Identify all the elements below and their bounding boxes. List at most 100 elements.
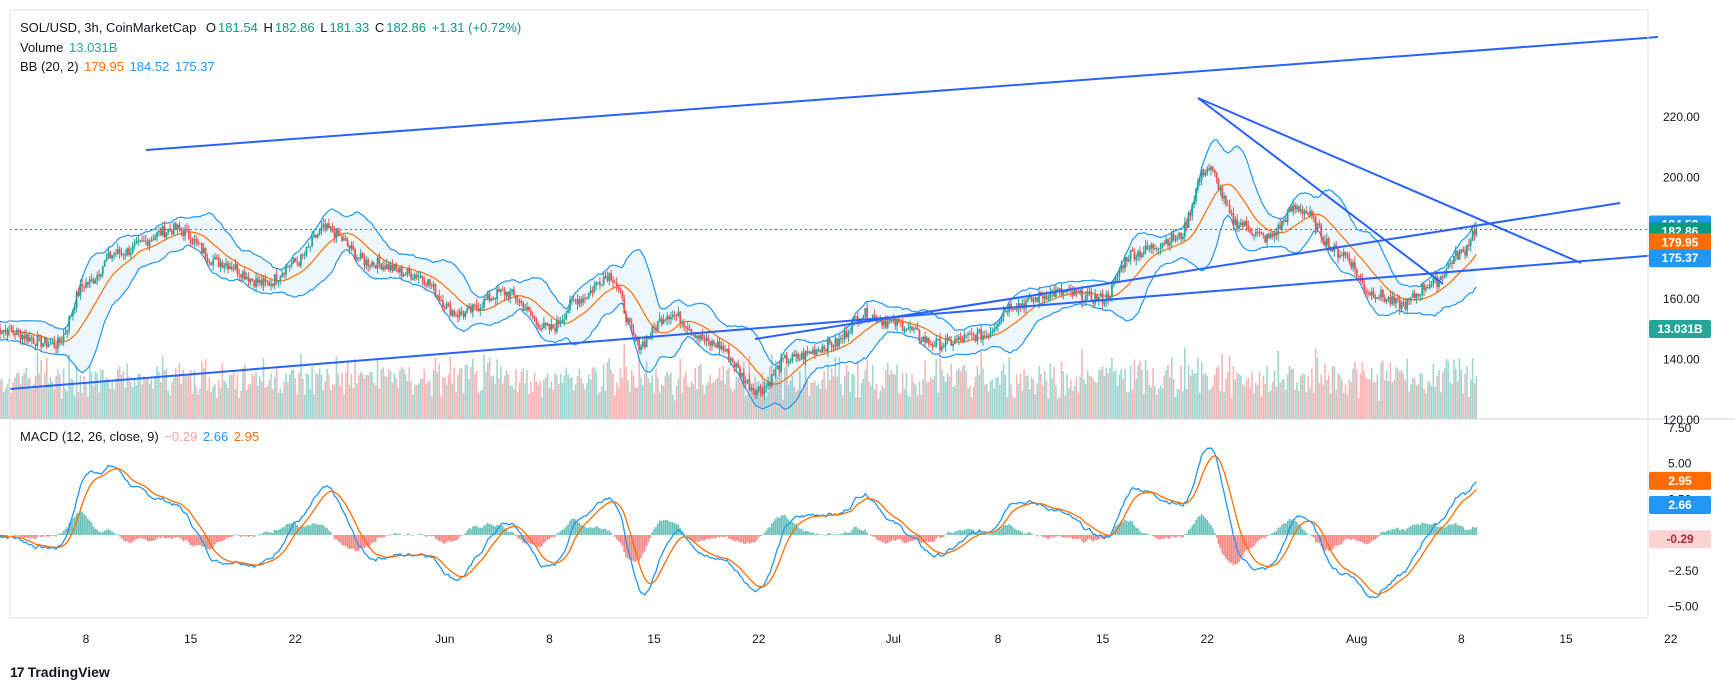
candle-body	[1125, 257, 1128, 262]
macd-histogram-bar	[772, 521, 775, 535]
volume-bar	[597, 393, 599, 419]
lower-channel-line[interactable]	[9, 254, 1659, 390]
candle-body	[219, 262, 222, 267]
macd-histogram-bar	[195, 535, 198, 546]
volume-bar	[305, 373, 308, 419]
macd-histogram-bar	[615, 535, 618, 540]
candle-body	[479, 308, 482, 312]
macd-histogram-bar	[328, 530, 330, 535]
volume-bar	[184, 374, 186, 419]
macd-histogram-bar	[1471, 527, 1474, 535]
volume-bar	[367, 375, 369, 419]
candle-body	[432, 284, 435, 287]
symbol-label[interactable]: SOL/USD, 3h, CoinMarketCap	[20, 20, 197, 35]
volume-bar	[543, 379, 545, 419]
candle-body	[286, 265, 289, 267]
time-axis-tick: 15	[647, 632, 661, 646]
macd-histogram-bar	[490, 524, 493, 535]
volume-bar	[1395, 367, 1397, 419]
candle-body	[1268, 233, 1270, 238]
macd-histogram-bar	[651, 532, 654, 535]
macd-histogram-bar	[186, 535, 188, 541]
candle-body	[1221, 187, 1224, 199]
time-axis-tick: 8	[995, 632, 1002, 646]
macd-histogram-bar	[165, 535, 168, 539]
candle-body	[1159, 246, 1162, 249]
macd-histogram-bar	[1139, 531, 1141, 535]
tradingview-brand[interactable]: 17 TradingView	[10, 664, 110, 680]
macd-histogram-bar	[1053, 535, 1055, 538]
volume-bar	[1273, 370, 1276, 419]
macd-histogram-bar	[743, 535, 745, 544]
time-axis-tick: 8	[83, 632, 90, 646]
macd-histogram-bar	[586, 527, 588, 535]
candle-body	[113, 253, 115, 256]
macd-histogram-bar	[541, 535, 543, 547]
candle-body	[387, 264, 390, 271]
candle-body	[1086, 291, 1089, 296]
macd-histogram-bar	[662, 520, 665, 535]
volume-bar	[141, 384, 143, 419]
candle-body	[1195, 189, 1197, 202]
macd-histogram-bar	[230, 535, 233, 537]
upper-channel-line[interactable]	[145, 36, 1659, 151]
volume-legend[interactable]: Volume 13.031B	[20, 40, 119, 56]
volume-bar	[612, 373, 614, 419]
macd-histogram-bar	[53, 535, 56, 536]
candle-body	[1157, 248, 1160, 250]
volume-bar	[415, 385, 418, 419]
candle-body	[1202, 169, 1205, 176]
volume-bar	[1251, 372, 1253, 419]
falling-wedge-lower-line[interactable]	[1197, 97, 1444, 285]
candle-body	[1453, 256, 1455, 264]
volume-bar	[165, 368, 168, 419]
bb-legend[interactable]: BB (20, 2) 179.95 184.52 175.37	[20, 59, 217, 75]
macd-histogram-bar	[395, 533, 398, 535]
volume-bar	[1055, 385, 1057, 419]
macd-histogram-bar	[1449, 524, 1451, 535]
falling-wedge-upper-line[interactable]	[1197, 97, 1582, 264]
macd-histogram-bar	[838, 534, 840, 535]
volume-bar	[1471, 358, 1474, 419]
volume-bar	[959, 371, 962, 419]
macd-histogram-bar	[1443, 527, 1446, 535]
volume-bar	[249, 384, 252, 419]
candle-body	[604, 275, 607, 277]
volume-bar	[1043, 371, 1046, 419]
macd-histogram-bar	[315, 524, 317, 535]
trendlines[interactable]	[9, 36, 1659, 390]
candle-body	[714, 344, 717, 348]
volume-bar	[722, 366, 725, 419]
macd-histogram-bar	[182, 535, 184, 542]
volume-bar	[1081, 348, 1083, 419]
volume-bar	[574, 384, 577, 419]
macd-histogram-bar	[1269, 533, 1272, 535]
volume-bar	[1027, 375, 1029, 419]
candle-body	[419, 275, 422, 277]
macd-histogram-bar	[776, 517, 779, 535]
candle-body	[238, 273, 241, 275]
volume-bar	[309, 389, 312, 419]
volume-bar	[372, 382, 375, 419]
bb-mid-badge-text: 179.95	[1662, 235, 1699, 249]
volume-bar	[1331, 366, 1334, 419]
volume-bar	[686, 385, 689, 419]
volume-bar	[354, 358, 356, 419]
macd-histogram-bar	[733, 535, 736, 542]
volume-bar	[974, 376, 977, 419]
candle-body	[311, 236, 314, 247]
candle-body	[1365, 290, 1367, 293]
candle-body	[946, 337, 949, 340]
macd-histogram-bar	[1232, 535, 1235, 566]
candle-body	[888, 320, 891, 322]
candle-body	[245, 276, 248, 280]
macd-histogram-bar	[64, 529, 67, 535]
rising-support-line[interactable]	[754, 202, 1621, 340]
candle-body	[600, 284, 603, 286]
time-axis-tick: 15	[1096, 632, 1110, 646]
candle-body	[718, 341, 721, 349]
macd-legend[interactable]: MACD (12, 26, close, 9) −0.29 2.66 2.95	[20, 429, 261, 445]
macd-histogram-bar	[468, 528, 470, 535]
volume-bar	[1374, 382, 1377, 419]
